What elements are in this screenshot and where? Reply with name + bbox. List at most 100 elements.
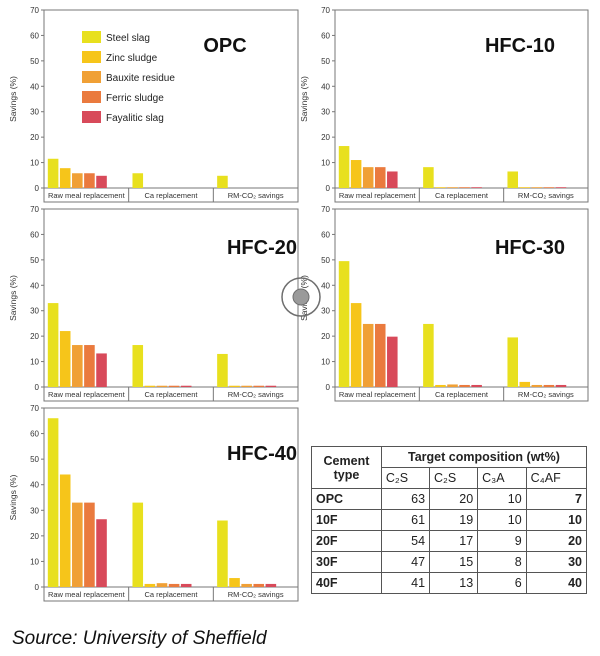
bar-ferric-sludge (168, 385, 180, 387)
legend-label: Fayalitic slag (106, 113, 164, 124)
bar-ferric-sludge (168, 583, 180, 587)
bar-zinc-sludge (59, 474, 71, 587)
bar-steel-slag (132, 173, 144, 188)
bar-steel-slag (47, 303, 59, 387)
y-tick-label: 30 (321, 307, 330, 316)
y-tick-label: 10 (30, 159, 39, 168)
y-tick-label: 60 (30, 31, 39, 40)
bar-steel-slag (507, 171, 519, 188)
cell: 10 (477, 488, 527, 510)
y-axis-label: Savings (%) (299, 76, 309, 122)
chart-title: OPC (203, 35, 246, 57)
bar-bauxite-residue (72, 345, 83, 387)
y-tick-label: 30 (321, 108, 330, 117)
table-row: 30F 47 15 8 30 (311, 551, 588, 573)
cell: 54 (380, 530, 431, 552)
bar-bauxite-residue (447, 384, 458, 387)
y-tick-label: 40 (30, 481, 39, 490)
bar-fayalitic-slag (471, 384, 482, 387)
cursor-marker (281, 277, 321, 317)
cell: 20 (525, 530, 588, 552)
plot-frame (334, 9, 589, 203)
plot-frame (334, 208, 589, 402)
bar-bauxite-residue (241, 385, 252, 387)
y-tick-label: 20 (321, 133, 330, 142)
bar-bauxite-residue (362, 167, 374, 188)
legend-label: Zinc sludge (106, 53, 158, 64)
bar-fayalitic-slag (387, 171, 398, 188)
y-tick-label: 30 (30, 307, 39, 316)
y-tick-label: 30 (30, 506, 39, 515)
cell: 41 (380, 572, 431, 594)
y-tick-label: 70 (321, 205, 330, 214)
bar-steel-slag (47, 158, 59, 188)
category-label: Raw meal replacement (48, 191, 126, 200)
bar-fayalitic-slag (96, 353, 107, 387)
bar-zinc-sludge (59, 331, 71, 387)
legend-swatch (82, 111, 101, 123)
chart-title: HFC-20 (227, 237, 297, 259)
category-label: Ca replacement (145, 390, 199, 399)
chart-title: HFC-10 (485, 35, 555, 57)
bar-zinc-sludge (435, 384, 446, 387)
header-cement: Cement (323, 453, 370, 468)
chart-panel-4: 0 10 20 30 40 50 60 70 Savings (%) Raw meal repla… (8, 404, 299, 602)
bar-steel-slag (217, 353, 228, 387)
y-tick-label: 0 (326, 383, 331, 392)
bar-fayalitic-slag (471, 187, 482, 188)
cursor-dot (292, 288, 310, 306)
bar-zinc-sludge (519, 187, 531, 188)
legend-label: Bauxite residue (106, 73, 175, 84)
y-tick-label: 70 (30, 205, 39, 214)
bar-bauxite-residue (156, 385, 168, 387)
legend-swatch (82, 51, 101, 63)
y-tick-label: 10 (30, 557, 39, 566)
bar-zinc-sludge (59, 168, 71, 188)
y-tick-label: 70 (321, 6, 330, 15)
y-tick-label: 20 (30, 532, 39, 541)
bar-zinc-sludge (229, 385, 240, 387)
y-tick-label: 50 (30, 57, 39, 66)
bar-steel-slag (338, 261, 350, 387)
cell: 9 (477, 530, 527, 552)
bar-bauxite-residue (531, 187, 543, 188)
legend-label: Steel slag (106, 33, 150, 44)
bar-steel-slag (217, 175, 228, 188)
y-tick-label: 0 (35, 583, 40, 592)
category-label: Raw meal replacement (339, 390, 417, 399)
y-tick-label: 40 (321, 82, 330, 91)
bar-zinc-sludge (144, 385, 156, 387)
bar-steel-slag (132, 502, 144, 587)
col-c2s-b: C₂S (429, 467, 479, 489)
cell: 47 (380, 551, 431, 573)
cell: 6 (477, 572, 527, 594)
category-label: Ca replacement (435, 390, 489, 399)
bar-ferric-sludge (374, 323, 386, 387)
cell: 63 (380, 488, 431, 510)
category-label: Raw meal replacement (48, 590, 126, 599)
bar-ferric-sludge (84, 173, 95, 188)
bar-steel-slag (423, 323, 434, 387)
y-tick-label: 10 (321, 358, 330, 367)
y-tick-label: 50 (30, 455, 39, 464)
y-tick-label: 60 (321, 230, 330, 239)
target-composition-table: Cement type Target composition (wt%) C₂S… (311, 446, 588, 594)
cell: 10 (525, 509, 588, 531)
bar-steel-slag (507, 337, 519, 387)
cell: 40 (525, 572, 588, 594)
y-tick-label: 40 (30, 82, 39, 91)
bar-ferric-sludge (459, 187, 470, 188)
table-row: 40F 41 13 6 40 (311, 572, 588, 594)
plot-frame (43, 9, 299, 203)
source-caption: Source: University of Sheffield (12, 628, 267, 649)
table-row: 20F 54 17 9 20 (311, 530, 588, 552)
legend-swatch (82, 91, 101, 103)
cell: 30 (525, 551, 588, 573)
bar-zinc-sludge (350, 160, 362, 188)
category-label: Ca replacement (145, 590, 199, 599)
y-tick-label: 50 (321, 256, 330, 265)
cell: 15 (429, 551, 479, 573)
y-tick-label: 60 (30, 230, 39, 239)
bar-zinc-sludge (350, 303, 362, 387)
